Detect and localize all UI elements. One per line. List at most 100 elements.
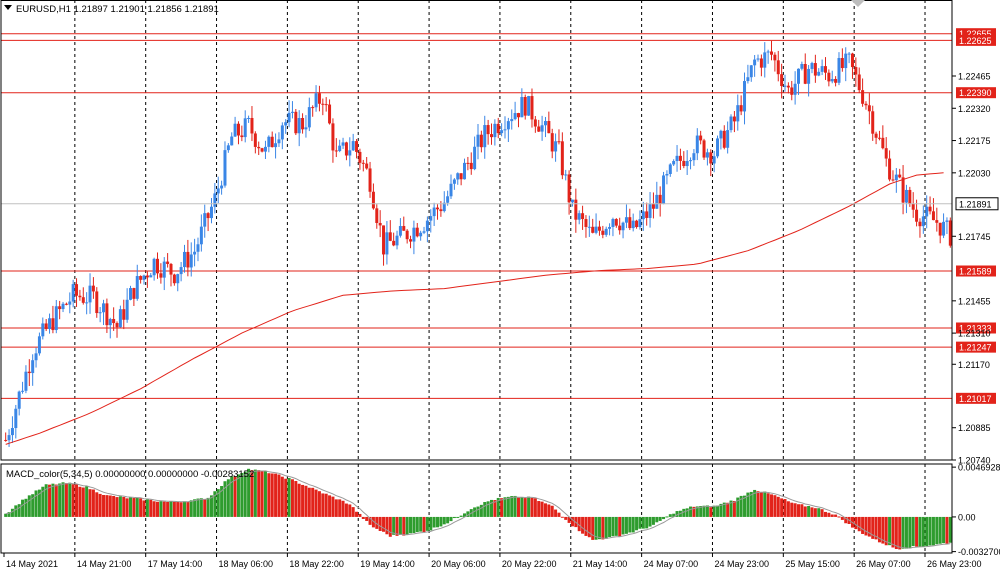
candle-body bbox=[719, 130, 723, 139]
y-tick-label: 1.22320 bbox=[958, 104, 991, 114]
candle-body bbox=[419, 232, 423, 237]
candle-body bbox=[793, 83, 797, 95]
macd-bar bbox=[449, 516, 453, 522]
candle-body bbox=[743, 81, 747, 112]
candle-body bbox=[17, 391, 21, 409]
macd-bar bbox=[284, 478, 288, 517]
macd-bar bbox=[361, 516, 365, 519]
macd-bar bbox=[193, 499, 197, 517]
candle-body bbox=[223, 150, 227, 186]
macd-bar bbox=[220, 486, 224, 517]
macd-bar bbox=[479, 504, 483, 517]
macd-bar bbox=[331, 496, 335, 517]
candle-body bbox=[810, 63, 814, 69]
macd-bar bbox=[584, 516, 588, 536]
macd-bar bbox=[898, 516, 902, 550]
candle-body bbox=[220, 185, 224, 189]
symbol-menu-arrow-icon[interactable] bbox=[4, 5, 12, 10]
candle-body bbox=[240, 135, 244, 138]
candle-body bbox=[817, 71, 821, 76]
macd-bar bbox=[452, 516, 456, 519]
candle-body bbox=[88, 285, 92, 303]
macd-bar bbox=[307, 487, 311, 517]
macd-bar bbox=[260, 471, 264, 517]
candle-body bbox=[375, 208, 379, 223]
candle-body bbox=[142, 275, 146, 280]
candle-body bbox=[803, 63, 807, 84]
candle-body bbox=[827, 72, 831, 82]
macd-bar bbox=[240, 472, 244, 517]
candle-body bbox=[71, 284, 75, 302]
candle-body bbox=[911, 203, 915, 210]
macd-bar bbox=[51, 483, 55, 517]
macd-bar bbox=[196, 498, 200, 517]
macd-bar bbox=[432, 516, 436, 528]
candle-body bbox=[4, 439, 8, 441]
macd-bar bbox=[618, 516, 622, 537]
candle-body bbox=[392, 240, 396, 246]
macd-bar bbox=[925, 516, 929, 547]
candle-body bbox=[182, 251, 186, 268]
macd-bar bbox=[466, 511, 470, 517]
macd-bar bbox=[21, 499, 25, 517]
price-axis: 1.21891 1.22465 1.22320 1.22175 1.22030 1.217… bbox=[952, 71, 999, 466]
macd-bar bbox=[800, 504, 804, 517]
candle-body bbox=[942, 221, 946, 236]
macd-bar bbox=[945, 516, 949, 544]
candle-body bbox=[813, 63, 817, 76]
macd-bar bbox=[702, 505, 706, 517]
candle-body bbox=[152, 258, 156, 276]
macd-bar bbox=[328, 495, 332, 517]
macd-bar bbox=[378, 516, 382, 532]
macd-bar bbox=[142, 500, 146, 517]
candle-body bbox=[44, 323, 48, 329]
macd-bar bbox=[935, 516, 939, 545]
macd-bar bbox=[689, 506, 693, 517]
candle-body bbox=[554, 141, 558, 152]
candle-body bbox=[685, 161, 689, 167]
macd-bar bbox=[463, 513, 467, 517]
macd-bar bbox=[611, 516, 615, 537]
candle-body bbox=[506, 121, 510, 130]
candle-body bbox=[412, 227, 416, 242]
level-price-badge bbox=[956, 34, 996, 46]
candle-body bbox=[159, 273, 163, 278]
candle-body bbox=[702, 140, 706, 158]
macd-bar bbox=[560, 516, 564, 518]
macd-bar bbox=[317, 491, 321, 517]
macd-bar bbox=[476, 506, 480, 517]
candle-body bbox=[729, 116, 733, 131]
macd-bar bbox=[71, 484, 75, 517]
candle-body bbox=[442, 202, 446, 212]
macd-bar bbox=[209, 495, 213, 517]
level-price-badge bbox=[956, 87, 996, 99]
candle-body bbox=[459, 173, 463, 180]
macd-bar bbox=[837, 516, 841, 518]
macd-bar bbox=[243, 471, 247, 517]
candle-body bbox=[402, 226, 406, 231]
macd-bar bbox=[557, 512, 561, 517]
macd-bar bbox=[105, 495, 109, 517]
candlestick-series bbox=[4, 40, 952, 447]
macd-bar bbox=[27, 495, 31, 517]
level-price-label: 1.21247 bbox=[959, 343, 992, 353]
candle-body bbox=[247, 117, 251, 119]
macd-bar bbox=[382, 516, 386, 532]
candle-body bbox=[263, 146, 267, 152]
candle-body bbox=[260, 148, 264, 152]
collapse-triangle-icon[interactable] bbox=[851, 0, 865, 7]
macd-bar bbox=[132, 498, 136, 517]
macd-bar bbox=[770, 494, 774, 517]
candle-body bbox=[631, 220, 635, 229]
candle-body bbox=[877, 137, 881, 139]
candle-body bbox=[780, 74, 784, 87]
macd-bar bbox=[594, 516, 598, 540]
macd-bar bbox=[796, 504, 800, 517]
macd-bar bbox=[375, 516, 379, 529]
candle-body bbox=[678, 155, 682, 161]
candle-body bbox=[668, 164, 672, 174]
macd-bar bbox=[216, 489, 220, 517]
candle-body bbox=[496, 123, 500, 134]
